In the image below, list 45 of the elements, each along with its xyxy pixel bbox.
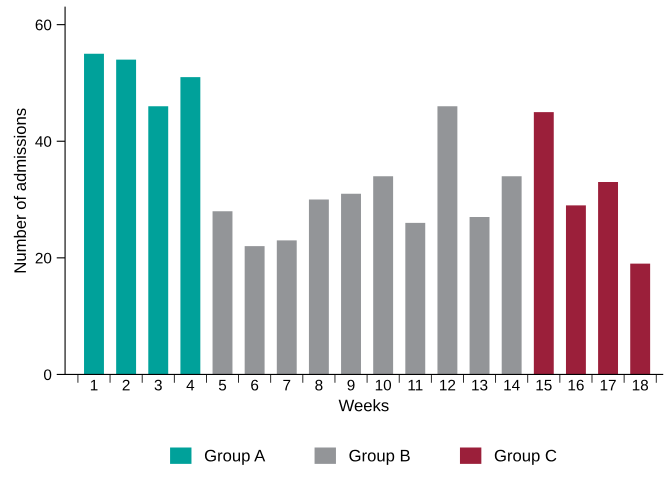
bar bbox=[470, 217, 490, 374]
y-axis-title: Number of admissions bbox=[14, 108, 26, 272]
bar bbox=[180, 77, 200, 374]
bar bbox=[148, 106, 168, 374]
x-tick-label: 18 bbox=[632, 380, 648, 391]
x-tick-label: 1 bbox=[90, 380, 98, 390]
x-tick-label: 9 bbox=[347, 380, 355, 391]
x-tick-label: 11 bbox=[408, 380, 422, 390]
bar bbox=[84, 54, 104, 374]
bar bbox=[212, 211, 232, 374]
x-tick-label: 16 bbox=[568, 380, 584, 391]
legend-label: Group C bbox=[494, 450, 556, 465]
bar bbox=[244, 246, 265, 374]
x-tick-label: 10 bbox=[376, 380, 392, 391]
bar bbox=[405, 222, 426, 374]
bar bbox=[308, 200, 329, 374]
bar bbox=[598, 182, 618, 374]
x-tick-label: 13 bbox=[472, 380, 488, 391]
bar bbox=[341, 194, 361, 374]
y-tick-label: 60 bbox=[36, 20, 52, 30]
x-tick-label: 5 bbox=[218, 380, 226, 391]
x-tick-label: 2 bbox=[122, 380, 130, 390]
x-tick-label: 4 bbox=[186, 380, 194, 390]
x-tick-label: 3 bbox=[154, 380, 162, 391]
x-tick-label: 15 bbox=[536, 380, 552, 391]
bar bbox=[437, 106, 458, 374]
x-axis-title: Weeks bbox=[338, 399, 389, 412]
bar bbox=[276, 240, 297, 374]
x-tick-label: 12 bbox=[440, 380, 456, 390]
y-tick-label: 20 bbox=[36, 252, 52, 264]
x-tick-label: 6 bbox=[251, 380, 258, 391]
legend-label: Group B bbox=[349, 450, 410, 465]
x-tick-label: 8 bbox=[315, 380, 322, 391]
y-tick-label: 0 bbox=[44, 369, 52, 380]
bar bbox=[566, 205, 586, 374]
legend-label: Group A bbox=[204, 450, 266, 465]
bar bbox=[534, 112, 554, 374]
bar bbox=[116, 60, 136, 374]
bar bbox=[373, 176, 394, 374]
y-tick-label: 40 bbox=[35, 136, 52, 147]
bar bbox=[630, 264, 650, 374]
x-tick-label: 7 bbox=[283, 380, 290, 390]
x-tick-label: 17 bbox=[600, 380, 616, 390]
bar bbox=[502, 176, 522, 374]
x-tick-label: 14 bbox=[504, 380, 520, 390]
